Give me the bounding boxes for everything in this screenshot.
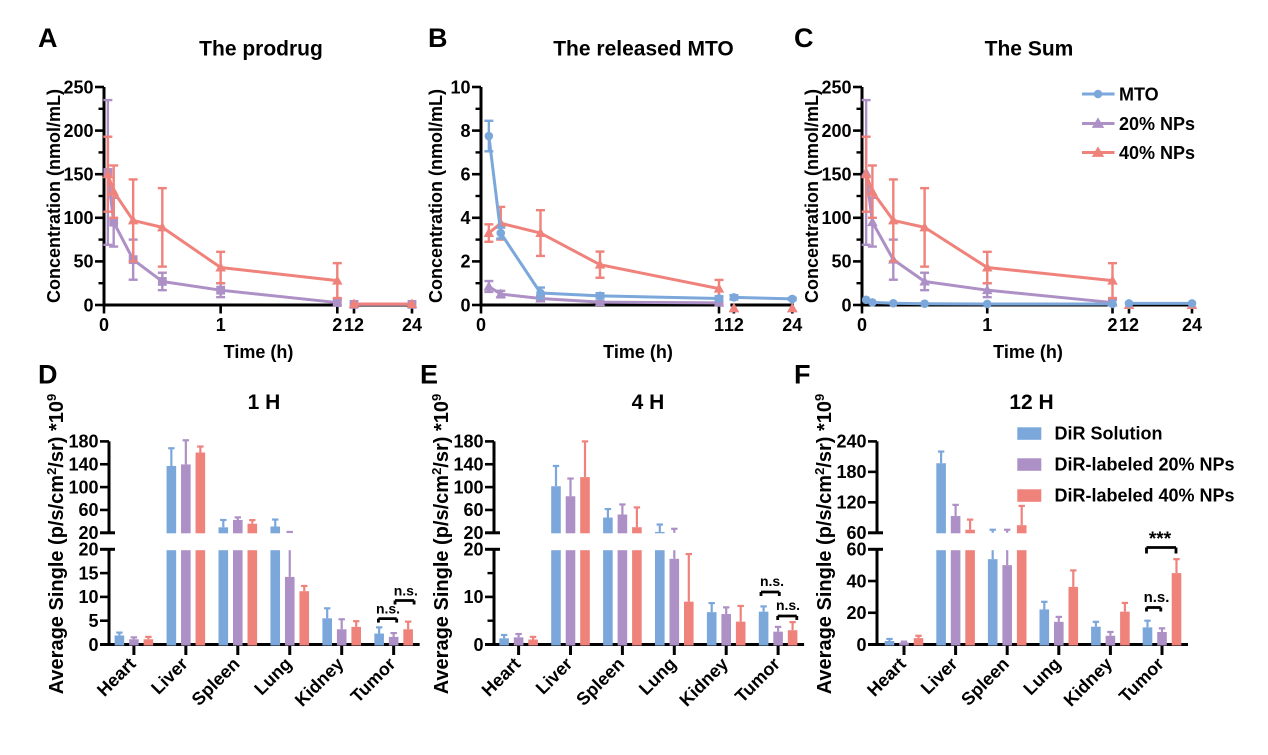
svg-text:Concentration (nmol/mL): Concentration (nmol/mL) xyxy=(802,89,822,303)
svg-text:20: 20 xyxy=(846,603,866,623)
svg-text:12: 12 xyxy=(344,315,364,335)
svg-text:n.s.: n.s. xyxy=(394,583,418,599)
svg-text:250: 250 xyxy=(821,77,851,97)
svg-text:Time (h): Time (h) xyxy=(224,342,294,362)
svg-text:24: 24 xyxy=(1182,315,1202,335)
svg-text:140: 140 xyxy=(453,455,483,475)
svg-text:A: A xyxy=(38,23,58,53)
svg-text:24: 24 xyxy=(402,315,422,335)
svg-text:0: 0 xyxy=(99,315,109,335)
svg-text:60: 60 xyxy=(463,500,483,520)
svg-text:4: 4 xyxy=(460,208,470,228)
svg-text:12 H: 12 H xyxy=(1009,391,1053,414)
svg-text:10: 10 xyxy=(450,77,470,97)
svg-text:240: 240 xyxy=(836,432,866,452)
svg-text:DiR-labeled 40% NPs: DiR-labeled 40% NPs xyxy=(1055,486,1235,506)
svg-text:0: 0 xyxy=(857,315,867,335)
svg-text:4 H: 4 H xyxy=(632,391,665,414)
svg-text:50: 50 xyxy=(73,252,93,272)
svg-text:20: 20 xyxy=(78,540,98,560)
svg-text:60: 60 xyxy=(846,523,866,543)
svg-text:20% NPs: 20% NPs xyxy=(1119,114,1195,134)
svg-text:1 H: 1 H xyxy=(248,391,281,414)
svg-text:Average Single (p/s/cm2/sr) *1: Average Single (p/s/cm2/sr) *109 xyxy=(44,394,68,695)
svg-text:180: 180 xyxy=(68,432,98,452)
svg-text:The released MTO: The released MTO xyxy=(553,38,734,61)
svg-text:Time (h): Time (h) xyxy=(603,342,673,362)
svg-text:15: 15 xyxy=(78,563,98,583)
svg-text:250: 250 xyxy=(63,77,93,97)
svg-text:2: 2 xyxy=(332,315,342,335)
svg-text:60: 60 xyxy=(78,500,98,520)
svg-text:140: 140 xyxy=(68,455,98,475)
svg-text:200: 200 xyxy=(821,121,851,141)
svg-text:n.s.: n.s. xyxy=(776,597,800,613)
svg-text:40% NPs: 40% NPs xyxy=(1119,143,1195,163)
svg-text:20: 20 xyxy=(463,540,483,560)
svg-text:20: 20 xyxy=(78,523,98,543)
svg-text:2: 2 xyxy=(1107,315,1117,335)
svg-text:The Sum: The Sum xyxy=(985,38,1074,61)
svg-text:8: 8 xyxy=(460,121,470,141)
svg-text:60: 60 xyxy=(846,540,866,560)
svg-text:24: 24 xyxy=(782,315,802,335)
svg-text:Average Single (p/s/cm2/sr) *1: Average Single (p/s/cm2/sr) *109 xyxy=(812,394,836,695)
svg-text:50: 50 xyxy=(831,252,851,272)
svg-text:20: 20 xyxy=(463,523,483,543)
svg-text:200: 200 xyxy=(63,121,93,141)
svg-text:40: 40 xyxy=(846,571,866,591)
svg-text:120: 120 xyxy=(836,493,866,513)
svg-text:C: C xyxy=(794,23,814,53)
svg-text:12: 12 xyxy=(1119,315,1139,335)
svg-text:10: 10 xyxy=(463,587,483,607)
svg-text:Average Single (p/s/cm2/sr) *1: Average Single (p/s/cm2/sr) *109 xyxy=(429,394,453,695)
svg-text:180: 180 xyxy=(453,432,483,452)
svg-text:1: 1 xyxy=(216,315,226,335)
svg-text:D: D xyxy=(38,360,58,390)
svg-text:6: 6 xyxy=(460,165,470,185)
svg-text:0: 0 xyxy=(88,635,98,655)
svg-text:n.s.: n.s. xyxy=(760,573,784,589)
svg-text:***: *** xyxy=(1149,529,1172,550)
svg-text:2: 2 xyxy=(460,252,470,272)
svg-text:180: 180 xyxy=(836,462,866,482)
svg-text:100: 100 xyxy=(821,208,851,228)
svg-text:100: 100 xyxy=(453,477,483,497)
svg-text:5: 5 xyxy=(88,611,98,631)
svg-text:The prodrug: The prodrug xyxy=(199,38,323,61)
svg-text:Concentration (nmol/mL): Concentration (nmol/mL) xyxy=(44,89,64,303)
svg-text:n.s.: n.s. xyxy=(1144,589,1170,606)
svg-text:0: 0 xyxy=(476,315,486,335)
svg-text:E: E xyxy=(420,360,438,390)
svg-text:0: 0 xyxy=(83,295,93,315)
svg-text:DiR-labeled 20% NPs: DiR-labeled 20% NPs xyxy=(1055,455,1235,475)
svg-text:0: 0 xyxy=(841,295,851,315)
svg-text:100: 100 xyxy=(68,477,98,497)
svg-text:150: 150 xyxy=(63,165,93,185)
svg-text:B: B xyxy=(428,23,448,53)
svg-text:1: 1 xyxy=(982,315,992,335)
svg-text:F: F xyxy=(794,360,811,390)
svg-text:n.s.: n.s. xyxy=(376,601,400,617)
svg-text:Concentration (nmol/mL): Concentration (nmol/mL) xyxy=(426,89,446,303)
svg-text:DiR Solution: DiR Solution xyxy=(1055,424,1163,444)
svg-text:0: 0 xyxy=(473,635,483,655)
svg-text:0: 0 xyxy=(460,295,470,315)
svg-text:0: 0 xyxy=(856,635,866,655)
svg-text:12: 12 xyxy=(724,315,744,335)
svg-text:Time (h): Time (h) xyxy=(993,342,1063,362)
svg-text:10: 10 xyxy=(78,587,98,607)
svg-text:1: 1 xyxy=(714,315,724,335)
svg-text:150: 150 xyxy=(821,165,851,185)
svg-text:MTO: MTO xyxy=(1119,84,1159,104)
svg-text:100: 100 xyxy=(63,208,93,228)
